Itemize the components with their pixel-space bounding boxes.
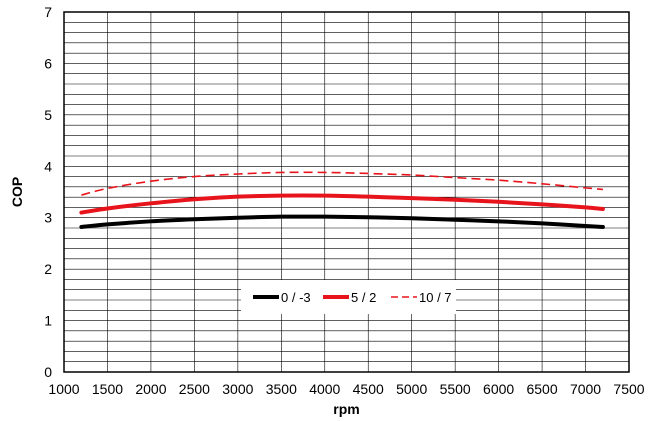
x-axis-title: rpm	[333, 401, 359, 417]
x-tick-label: 5000	[396, 381, 427, 397]
legend-label-1: 0 / -3	[281, 290, 311, 305]
y-tick-label: 7	[44, 4, 52, 20]
x-tick-label: 7000	[570, 381, 601, 397]
x-tick-label: 6500	[526, 381, 557, 397]
x-tick-label: 2000	[135, 381, 166, 397]
legend-label-3: 10 / 7	[419, 290, 452, 305]
x-tick-label: 3500	[266, 381, 297, 397]
y-axis-title: COP	[9, 177, 25, 207]
series-lines	[79, 171, 605, 229]
x-tick-label: 3000	[222, 381, 253, 397]
x-tick-label: 4500	[353, 381, 384, 397]
x-tick-label: 6000	[483, 381, 514, 397]
x-tick-label: 7500	[613, 381, 644, 397]
y-tick-label: 0	[44, 364, 52, 380]
y-tick-label: 6	[44, 55, 52, 71]
y-tick-label: 1	[44, 313, 52, 329]
y-tick-label: 4	[44, 158, 52, 174]
y-axis-ticks: 0 1 2 3 4 5 6 7	[44, 4, 52, 380]
legend: 0 / -3 5 / 2 10 / 7	[241, 280, 456, 314]
series-line-1	[79, 214, 605, 229]
legend-label-2: 5 / 2	[351, 290, 376, 305]
x-tick-label: 1500	[92, 381, 123, 397]
y-tick-label: 2	[44, 261, 52, 277]
y-tick-label: 3	[44, 210, 52, 226]
series-line-2	[79, 193, 605, 215]
series-line-3	[81, 171, 603, 196]
x-tick-label: 1000	[48, 381, 79, 397]
grid	[64, 12, 629, 372]
plot-area-border	[63, 11, 630, 373]
x-tick-label: 5500	[440, 381, 471, 397]
x-tick-label: 4000	[309, 381, 340, 397]
x-tick-label: 2500	[179, 381, 210, 397]
x-axis-ticks: 1000 1500 2000 2500 3000 3500 4000 4500 5000 5500…	[48, 381, 644, 397]
y-tick-label: 5	[44, 107, 52, 123]
